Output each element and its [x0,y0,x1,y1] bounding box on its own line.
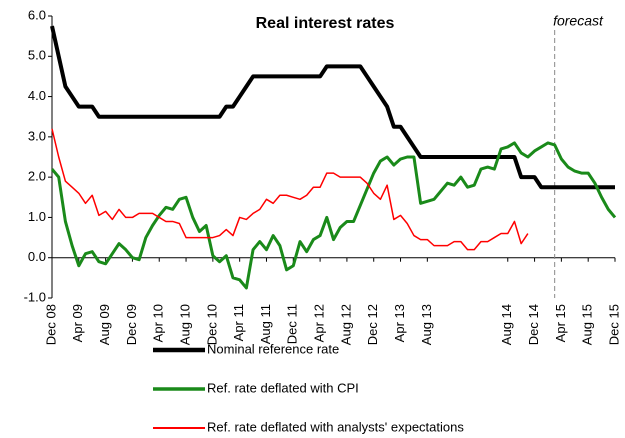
series-line [50,141,617,290]
y-tick-label: 2.0 [28,169,46,184]
y-tick-label: 3.0 [28,128,46,143]
x-tick-label: Apr 10 [151,304,166,342]
x-tick-label: Dec 12 [365,304,380,345]
chart-title: Real interest rates [256,15,395,32]
x-tick-label: Aug 14 [499,304,514,345]
x-tick-label: Aug 15 [580,304,595,345]
x-tick-label: Dec 15 [606,304,621,345]
x-tick-label: Apr 15 [553,304,568,342]
legend-label: Nominal reference rate [207,341,339,356]
x-tick-label: Dec 08 [43,304,58,345]
x-tick-label: Dec 09 [124,304,139,345]
y-tick-label: 1.0 [28,209,46,224]
x-tick-label: Apr 11 [231,304,246,341]
y-tick-label: 4.0 [28,88,46,103]
legend-label: Ref. rate deflated with analysts' expect… [207,419,464,434]
x-tick-label: Dec 14 [526,304,541,345]
x-tick-label: Dec 10 [204,304,219,345]
x-tick-label: Apr 12 [312,304,327,342]
legend-label: Ref. rate deflated with CPI [207,380,359,395]
x-tick-label: Aug 10 [177,304,192,345]
x-tick-label: Dec 11 [285,304,300,344]
y-tick-label: 6.0 [28,7,46,22]
x-tick-label: Aug 09 [97,304,112,345]
forecast-label: forecast [553,13,604,29]
series-line [50,25,615,190]
series-line [51,128,529,251]
y-tick-label: 0.0 [28,249,46,264]
x-tick-label: Aug 11 [258,304,273,344]
x-tick-label: Apr 09 [70,304,85,342]
y-tick-label: -1.0 [24,289,46,304]
x-tick-label: Aug 12 [338,304,353,345]
y-tick-label: 5.0 [28,48,46,63]
x-tick-label: Aug 13 [419,304,434,345]
x-tick-label: Apr 13 [392,304,407,342]
